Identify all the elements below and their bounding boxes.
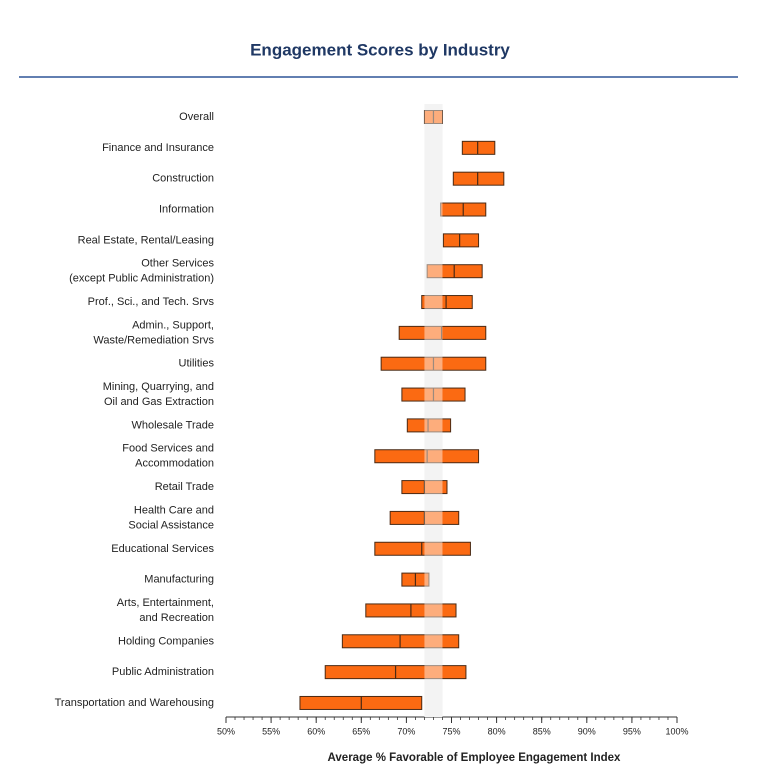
category-label-line: Transportation and Warehousing: [55, 697, 214, 709]
range-bar: [374, 541, 471, 556]
category-label: Retail Trade: [155, 481, 214, 493]
range-bar: [406, 418, 452, 433]
category-label-line: Holding Companies: [118, 635, 214, 647]
category-label-line: Waste/Remediation Srvs: [93, 334, 214, 346]
category-label: Real Estate, Rental/Leasing: [78, 234, 214, 246]
x-tick-label: 55%: [262, 726, 280, 736]
range-bar: [421, 295, 473, 310]
range-bar: [398, 325, 487, 340]
category-label-line: Social Assistance: [128, 519, 214, 531]
x-tick-label: 70%: [397, 726, 415, 736]
category-label-line: Accommodation: [135, 458, 214, 470]
category-label-line: Overall: [179, 111, 214, 123]
highlight-band: [424, 104, 443, 717]
category-label: Educational Services: [111, 543, 214, 555]
x-tick-label: 50%: [217, 726, 235, 736]
category-label-line: Retail Trade: [155, 481, 214, 493]
category-label-line: Wholesale Trade: [131, 419, 214, 431]
category-label-line: Public Administration: [112, 666, 214, 678]
category-label-line: Food Services and: [122, 443, 214, 455]
chart-title: Engagement Scores by Industry: [250, 40, 510, 59]
category-label: Holding Companies: [118, 635, 214, 647]
category-label-line: Educational Services: [111, 543, 214, 555]
category-label: Public Administration: [112, 666, 214, 678]
category-label-line: Information: [159, 203, 214, 215]
x-tick-label: 95%: [623, 726, 641, 736]
highlight-band-overlay: [424, 104, 443, 717]
category-label-line: Manufacturing: [144, 574, 214, 586]
category-label-line: Arts, Entertainment,: [117, 597, 214, 609]
category-label: Other Services (except Public Administrat…: [69, 258, 214, 285]
category-label-line: Real Estate, Rental/Leasing: [78, 234, 214, 246]
range-bar: [442, 233, 480, 248]
category-label-line: and Recreation: [139, 612, 214, 624]
category-label-line: Other Services: [141, 258, 214, 270]
category-label: Food Services and Accommodation: [122, 443, 214, 470]
category-label-line: Finance and Insurance: [102, 142, 214, 154]
x-tick-label: 65%: [352, 726, 370, 736]
x-axis-label: Average % Favorable of Employee Engageme…: [328, 752, 622, 764]
category-label: Manufacturing: [144, 574, 214, 586]
category-label: Finance and Insurance: [102, 142, 214, 154]
x-tick-label: 80%: [488, 726, 506, 736]
category-label: Construction: [152, 173, 214, 185]
category-label: Admin., Support, Waste/Remediation Srvs: [93, 319, 214, 346]
category-label-line: Admin., Support,: [132, 319, 214, 331]
range-bar: [461, 140, 496, 155]
category-label-line: Utilities: [179, 358, 215, 370]
category-label-line: Mining, Quarrying, and: [103, 381, 214, 393]
range-bar: [452, 171, 505, 186]
category-label: Wholesale Trade: [131, 419, 214, 431]
x-tick-label: 100%: [665, 726, 688, 736]
category-label: Mining, Quarrying, and Oil and Gas Extrac…: [103, 381, 214, 408]
category-label-line: Health Care and: [134, 504, 214, 516]
category-label-line: Construction: [152, 173, 214, 185]
x-tick-label: 75%: [442, 726, 460, 736]
category-label-line: Oil and Gas Extraction: [104, 396, 214, 408]
category-label: Information: [159, 203, 214, 215]
category-label: Utilities: [179, 358, 215, 370]
x-tick-label: 90%: [578, 726, 596, 736]
category-label: Transportation and Warehousing: [55, 697, 214, 709]
category-label: Prof., Sci., and Tech. Srvs: [88, 296, 215, 308]
category-label-line: (except Public Administration): [69, 273, 214, 285]
x-tick-label: 85%: [533, 726, 551, 736]
category-label: Health Care and Social Assistance: [128, 504, 214, 531]
category-label: Arts, Entertainment, and Recreation: [117, 597, 214, 624]
category-label: Overall: [179, 111, 214, 123]
category-label-line: Prof., Sci., and Tech. Srvs: [88, 296, 215, 308]
x-tick-label: 60%: [307, 726, 325, 736]
